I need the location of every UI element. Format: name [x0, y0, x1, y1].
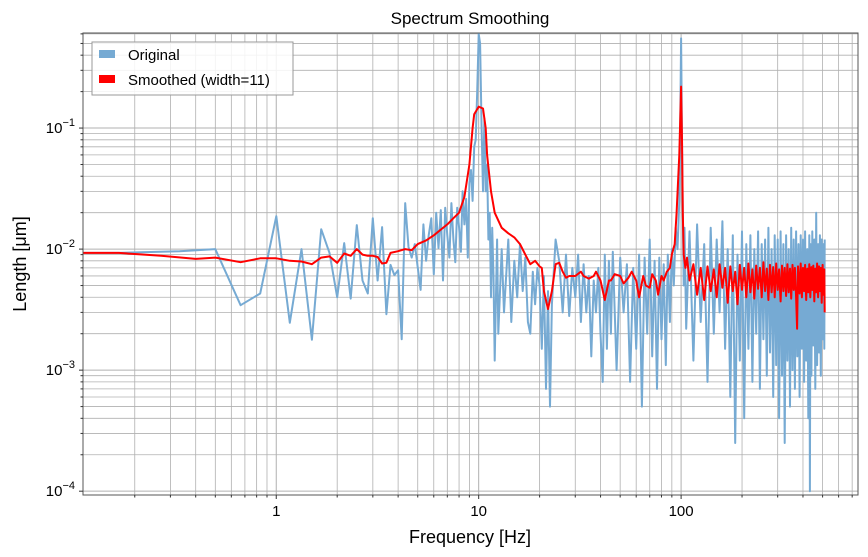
y-axis-label: Length [μm]	[10, 216, 30, 311]
y-tick-base: 10	[46, 362, 63, 379]
x-tick-label: 10	[470, 503, 487, 520]
y-tick-base: 10	[46, 483, 63, 500]
x-tick-label: 100	[669, 503, 694, 520]
y-tick-base: 10	[46, 120, 63, 137]
series-smoothed-line	[83, 85, 826, 330]
legend-swatch-smoothed	[99, 75, 115, 83]
series-original-line	[83, 33, 826, 493]
x-tick-label: 1	[272, 503, 280, 520]
x-axis-label: Frequency [Hz]	[409, 527, 531, 547]
y-tick-exponent: −1	[62, 117, 75, 129]
y-tick-label: 10−2	[46, 238, 75, 258]
y-tick-exponent: −2	[62, 238, 75, 250]
y-tick-label: 10−3	[46, 359, 75, 379]
legend-frame	[91, 41, 294, 96]
legend-label-smoothed: Smoothed (width=11)	[128, 72, 270, 89]
y-tick-exponent: −3	[62, 359, 75, 371]
legend-swatch-original	[99, 50, 115, 58]
y-tick-label: 10−1	[46, 117, 75, 137]
legend-label-original: Original	[128, 47, 180, 64]
y-tick-label: 10−4	[46, 480, 75, 500]
y-tick-base: 10	[46, 241, 63, 258]
series-layer	[83, 33, 826, 493]
plot-frame	[82, 32, 859, 496]
chart-title: Spectrum Smoothing	[391, 9, 550, 28]
legend: Original Smoothed (width=11)	[91, 41, 294, 96]
y-tick-exponent: −4	[62, 480, 75, 492]
